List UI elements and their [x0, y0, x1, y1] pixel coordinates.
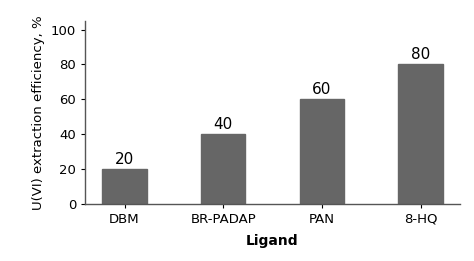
Bar	[300, 99, 344, 204]
Text: 80: 80	[411, 47, 430, 62]
Text: 40: 40	[214, 117, 233, 132]
X-axis label: Ligand: Ligand	[246, 234, 299, 248]
Bar	[102, 169, 147, 204]
Y-axis label: U(VI) extraction efficiency, %: U(VI) extraction efficiency, %	[33, 15, 46, 210]
Text: 20: 20	[115, 152, 134, 167]
Bar	[398, 64, 443, 204]
Text: 60: 60	[312, 82, 332, 97]
Bar	[201, 134, 246, 204]
